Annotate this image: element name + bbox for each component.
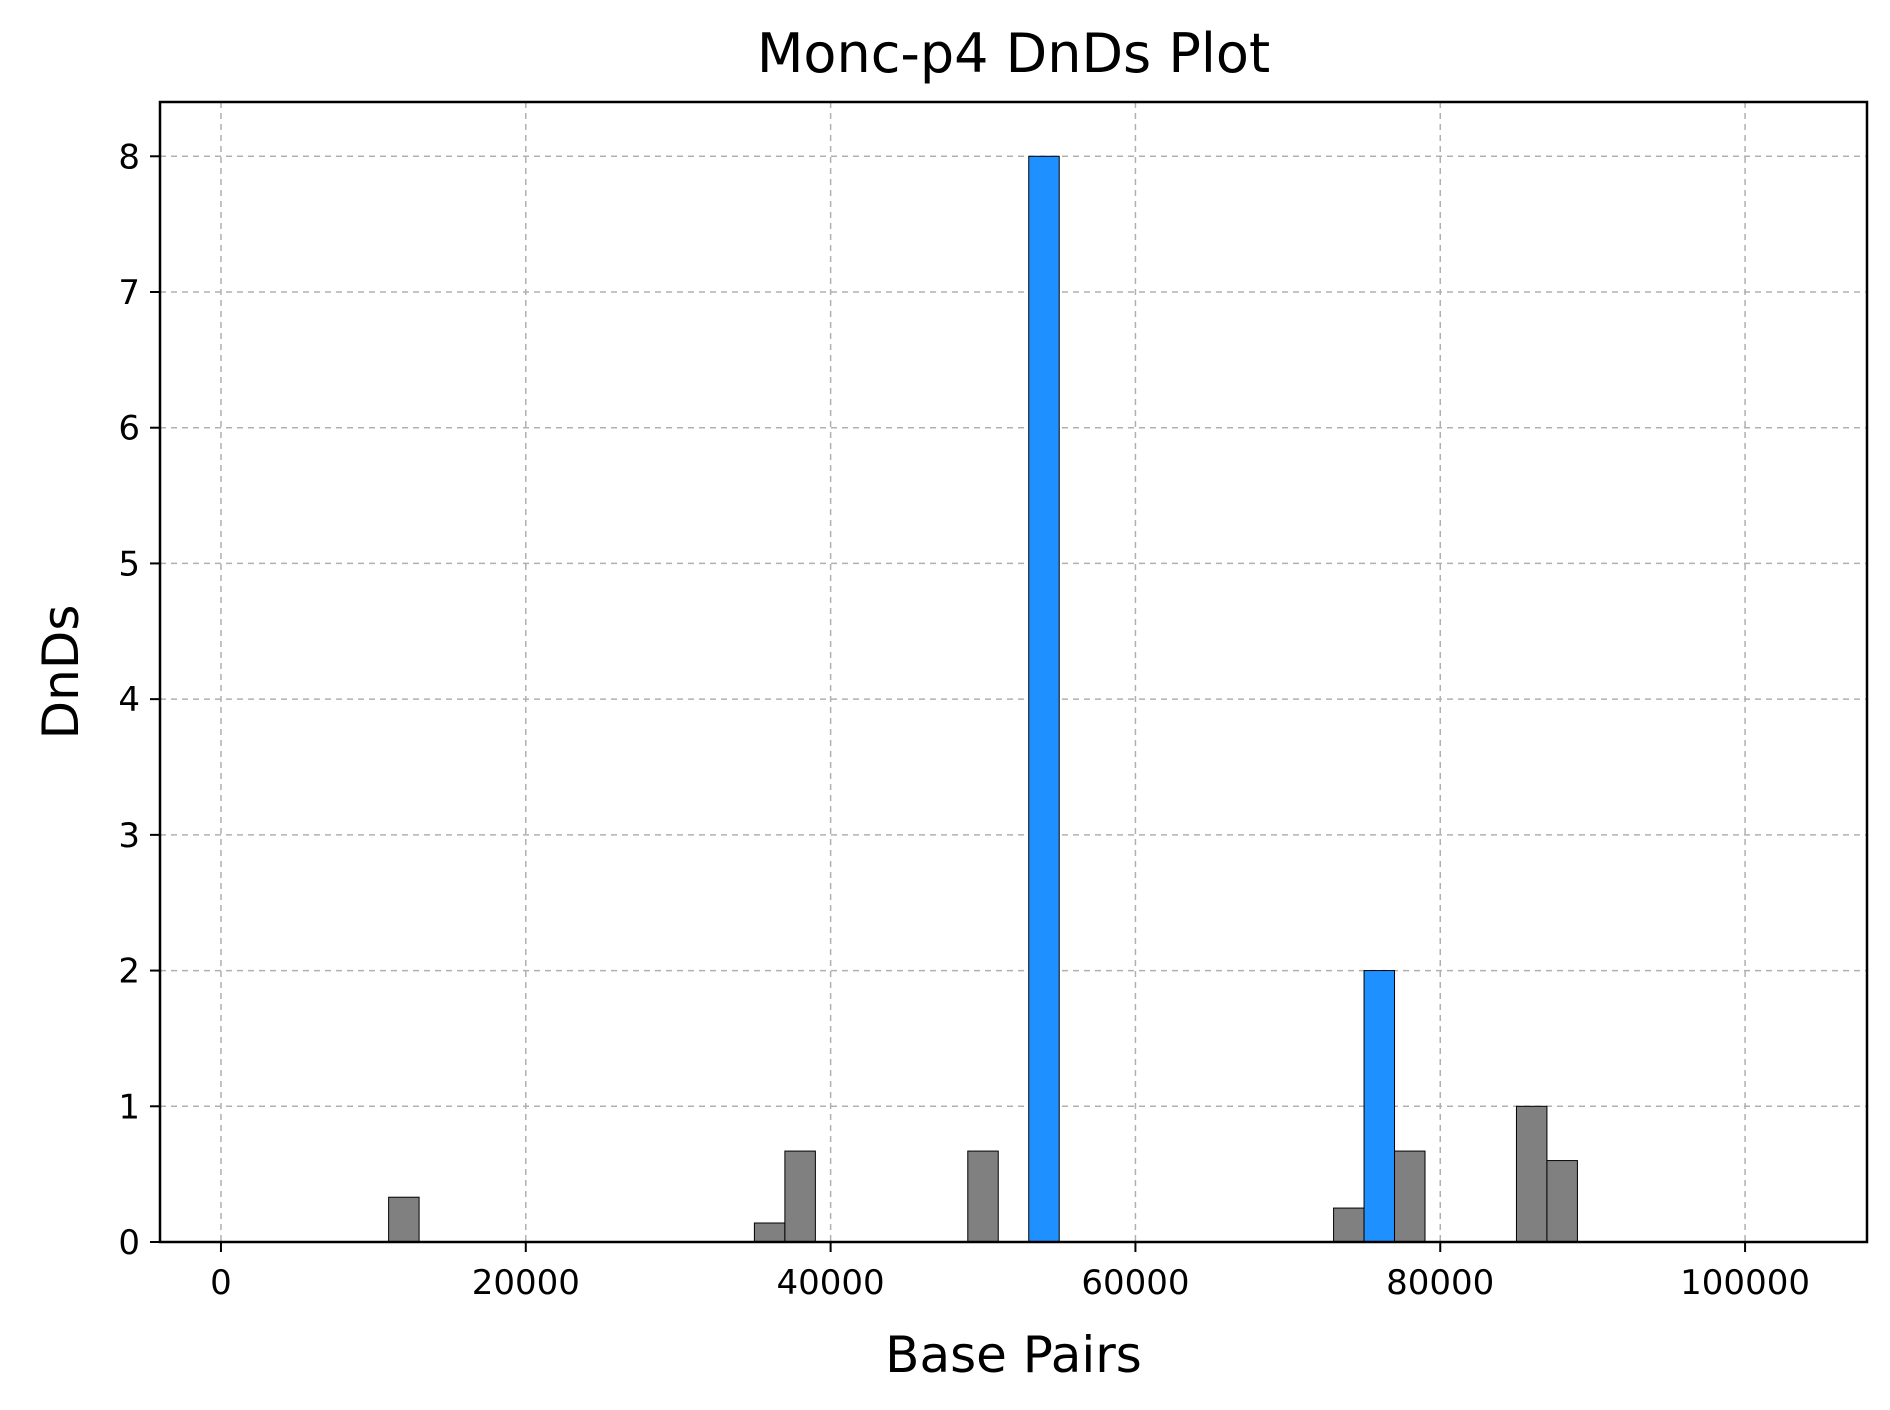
bar	[784, 1150, 816, 1243]
bar	[1333, 1207, 1365, 1243]
bar-highlight	[1363, 970, 1396, 1243]
ticks: 0 20000 40000 60000 80000 100000 0 1 2 3 4 5 6 7 8	[118, 137, 1810, 1303]
x-tick-label: 40000	[777, 1263, 885, 1303]
bar	[1394, 1150, 1426, 1243]
bar	[753, 1222, 786, 1243]
y-tick-label: 2	[118, 952, 140, 992]
bar	[388, 1196, 420, 1243]
chart-title: Monc-p4 DnDs Plot	[757, 22, 1270, 85]
grid	[160, 102, 1867, 1242]
x-tick-label: 0	[210, 1263, 232, 1303]
bar	[967, 1150, 999, 1243]
x-tick-label: 100000	[1680, 1263, 1810, 1303]
y-tick-label: 7	[118, 273, 140, 313]
bars	[388, 155, 1578, 1243]
bar	[1546, 1160, 1578, 1243]
y-tick-label: 8	[118, 137, 140, 177]
x-tick-label: 60000	[1081, 1263, 1189, 1303]
x-tick-label: 20000	[472, 1263, 580, 1303]
y-tick-label: 6	[118, 409, 140, 449]
y-axis-label: DnDs	[32, 605, 90, 740]
y-tick-label: 4	[118, 680, 140, 720]
y-tick-label: 1	[118, 1087, 140, 1127]
bar-highlight	[1028, 155, 1060, 1243]
y-tick-label: 5	[118, 544, 140, 584]
y-tick-label: 0	[118, 1223, 140, 1263]
x-axis-label: Base Pairs	[885, 1326, 1142, 1384]
plot-frame	[158, 100, 1869, 1244]
bar	[1515, 1105, 1548, 1243]
y-tick-label: 3	[118, 816, 140, 856]
x-tick-label: 80000	[1386, 1263, 1494, 1303]
